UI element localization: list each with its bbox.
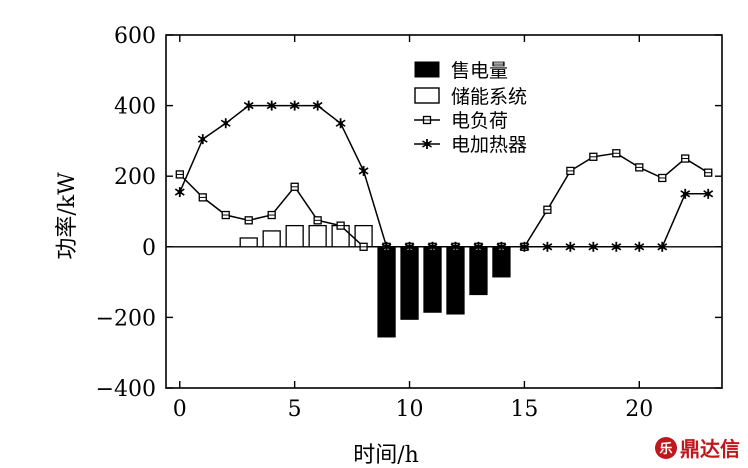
series-electric-load-point [566, 166, 575, 176]
series-electric-load-point [313, 216, 322, 225]
x-axis-title: 时间/h [353, 443, 419, 468]
series-electric-heater-point [565, 241, 576, 252]
ticks-group: 600 400 200 0 −200 −400 0 5 10 15 20 [96, 24, 722, 422]
y-tick-label: 600 [114, 24, 156, 49]
x-tick-label: 5 [288, 397, 302, 422]
x-tick-label: 10 [396, 397, 424, 422]
series-electric-load-point [589, 152, 598, 161]
series-electric-heater-point [634, 241, 645, 252]
series-electric-heater-point [289, 100, 300, 111]
series-electric-load-point [681, 154, 690, 163]
y-axis-title: 功率/kW [55, 172, 80, 260]
series-electric-load-point [612, 149, 621, 158]
y-tick-label: −400 [96, 377, 156, 402]
series-electric-load-point [543, 205, 552, 214]
series-electric-load-point [244, 216, 253, 225]
legend-label-heater: 电加热器 [451, 134, 527, 156]
series-electric-load-point [635, 163, 644, 172]
plot-frame [165, 34, 723, 389]
series-electric-heater-line [179, 104, 709, 248]
lines-group [174, 100, 714, 252]
series-electric-heater-point [220, 118, 231, 129]
bar-sale-electricity [423, 246, 442, 313]
series-electric-heater-point [473, 241, 484, 252]
series-electric-heater-point [519, 241, 530, 252]
series-electric-load-point [198, 193, 207, 202]
series-electric-heater-point [427, 241, 438, 252]
y-tick-label: −200 [96, 306, 156, 331]
series-electric-load-point [175, 170, 184, 179]
y-tick-label: 0 [142, 236, 156, 261]
x-tick-label: 0 [173, 397, 187, 422]
series-electric-heater-point [312, 100, 323, 111]
series-electric-heater-point [657, 241, 668, 252]
bar-sale-electricity [446, 246, 465, 315]
x-tick-label: 15 [510, 397, 538, 422]
series-electric-load-point [290, 182, 299, 191]
series-electric-load-point [267, 210, 276, 220]
legend-label-sale: 售电量 [451, 60, 508, 82]
series-electric-heater-point [542, 241, 553, 252]
series-electric-heater-point [197, 134, 208, 145]
series-electric-load-point [221, 210, 230, 220]
y-tick-label: 200 [114, 165, 156, 190]
series-electric-load-line [179, 152, 709, 248]
series-electric-heater-point [588, 241, 599, 252]
legend-swatch-filled-bar [414, 61, 440, 78]
legend-swatch-hollow-bar [414, 87, 440, 104]
bars-group [239, 224, 511, 338]
bar-energy-storage [239, 237, 258, 248]
y-tick-label: 400 [114, 95, 156, 120]
watermark-text: 鼎达信 [680, 437, 740, 461]
legend-label-load: 电负荷 [451, 110, 508, 132]
series-electric-heater-point [404, 241, 415, 252]
series-electric-heater-point [450, 241, 461, 252]
bar-energy-storage [285, 224, 304, 248]
legend-star-marker [422, 139, 432, 149]
series-electric-load-point [658, 173, 667, 183]
series-electric-heater-point [496, 241, 507, 252]
series-electric-heater-point [266, 100, 277, 111]
legend-square-marker [422, 115, 432, 125]
series-electric-heater-point [358, 165, 369, 176]
series-electric-heater-point [680, 188, 691, 199]
series-electric-load-point [704, 168, 713, 177]
series-electric-heater-point [703, 188, 714, 199]
bar-sale-electricity [469, 246, 488, 296]
series-electric-heater-point [381, 241, 392, 252]
series-electric-heater-point [174, 187, 185, 198]
seal-icon: 乐 [655, 436, 677, 459]
bar-sale-electricity [400, 246, 419, 320]
bar-sale-electricity [377, 246, 396, 338]
watermark-logo: 乐 鼎达信 [655, 433, 740, 462]
legend-label-storage: 储能系统 [451, 86, 527, 108]
plot-frame-group [165, 34, 723, 389]
series-electric-load-point [359, 242, 368, 251]
x-tick-label: 20 [625, 397, 653, 422]
series-electric-heater-point [335, 118, 346, 129]
bar-energy-storage [308, 224, 327, 248]
series-electric-load-point [336, 221, 345, 230]
series-electric-heater-point [243, 100, 254, 111]
bar-energy-storage [262, 230, 281, 248]
series-electric-heater-point [611, 241, 622, 252]
